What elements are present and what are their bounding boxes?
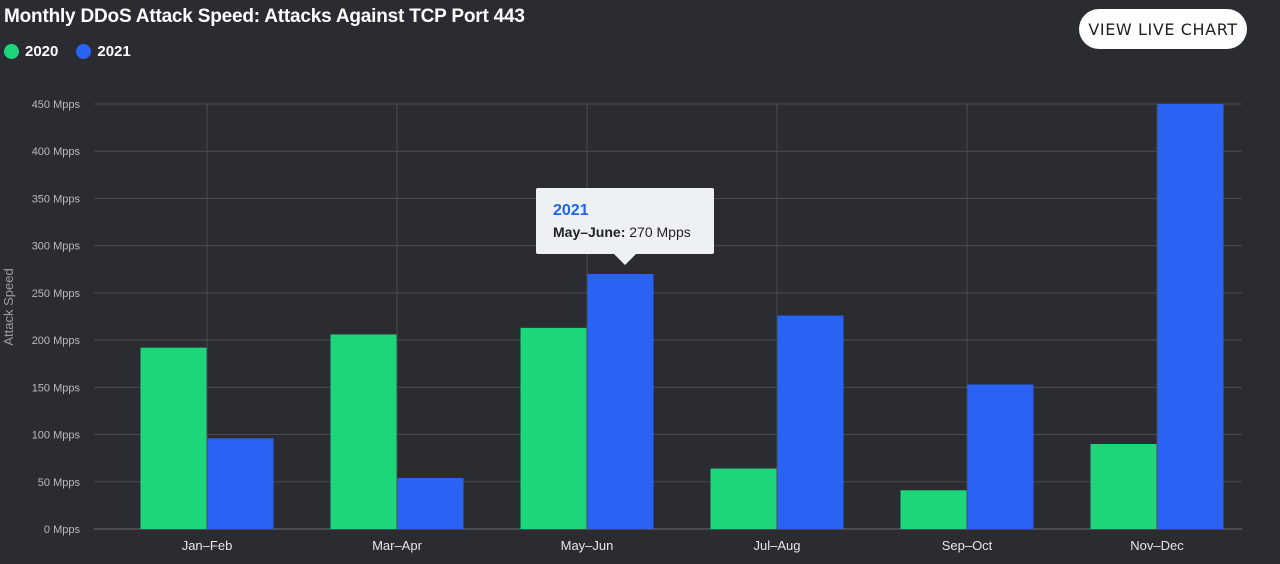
bar-2021 (967, 384, 1034, 529)
legend: 2020 2021 (4, 43, 131, 60)
y-tick-label: 50 Mpps (38, 477, 81, 489)
legend-label-2021: 2021 (97, 43, 131, 60)
chart-title: Monthly DDoS Attack Speed: Attacks Again… (4, 6, 525, 27)
view-live-chart-button[interactable]: VIEW LIVE CHART (1079, 9, 1247, 49)
bar-2020 (140, 347, 207, 529)
y-tick-label: 150 Mpps (32, 382, 81, 394)
tooltip-series: 2021 (553, 202, 589, 219)
bar-2021 (587, 274, 654, 529)
x-tick-label: Nov–Dec (1130, 538, 1184, 553)
y-tick-label: 0 Mpps (44, 524, 81, 536)
bar-2021 (397, 478, 464, 529)
y-tick-label: 350 Mpps (32, 193, 81, 205)
y-tick-label: 250 Mpps (32, 288, 81, 300)
x-tick-label: Jan–Feb (182, 538, 233, 553)
tooltip-value: 270 Mpps (629, 224, 691, 240)
tooltip-line: May–June: 270 Mpps (553, 224, 714, 240)
bar-2021 (1157, 104, 1224, 529)
x-tick-label: Jul–Aug (754, 538, 801, 553)
bar-2021 (777, 315, 844, 529)
tooltip: 2021 May–June: 270 Mpps (536, 188, 714, 265)
bar-2021 (207, 438, 274, 529)
bar-2020 (520, 327, 587, 529)
tooltip-label: May–June: (553, 224, 626, 240)
y-tick-label: 100 Mpps (32, 430, 81, 442)
bar-2020 (330, 334, 397, 529)
y-tick-label: 300 Mpps (32, 241, 81, 253)
legend-item-2020[interactable]: 2020 (4, 43, 58, 60)
y-tick-label: 450 Mpps (32, 99, 81, 111)
legend-item-2021[interactable]: 2021 (76, 43, 131, 60)
y-tick-label: 400 Mpps (32, 146, 81, 158)
x-tick-label: May–Jun (561, 538, 614, 553)
x-tick-label: Mar–Apr (372, 538, 423, 553)
x-tick-label: Sep–Oct (942, 538, 993, 553)
bar-2020 (710, 468, 777, 529)
legend-dot-2020 (4, 44, 19, 59)
y-tick-label: 200 Mpps (32, 335, 81, 347)
bar-2020 (900, 490, 967, 529)
legend-label-2020: 2020 (25, 43, 59, 60)
bar-2020 (1090, 444, 1157, 529)
legend-dot-2021 (76, 44, 92, 59)
y-axis-label: Attack Speed (1, 268, 16, 345)
